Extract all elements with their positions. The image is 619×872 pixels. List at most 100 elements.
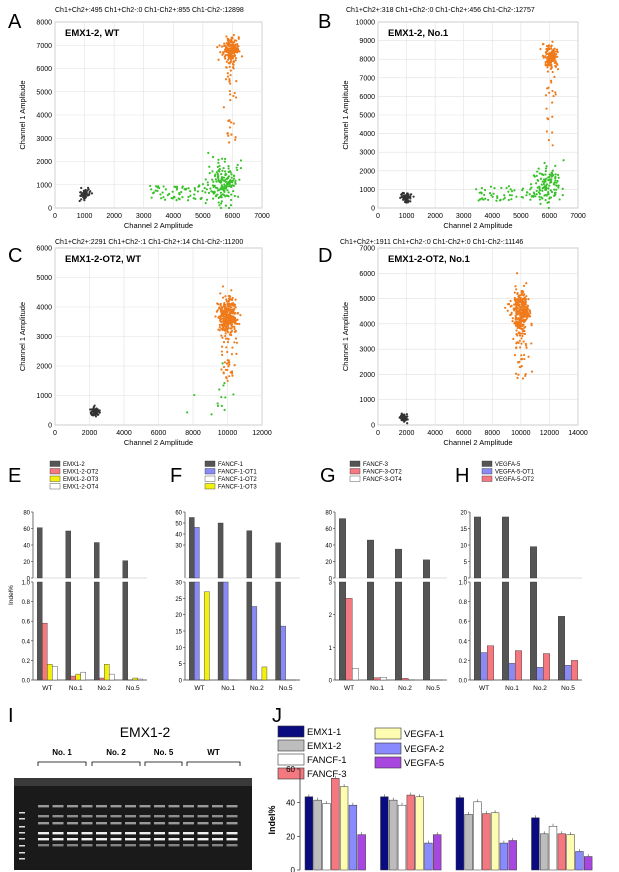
y-tick-label: 3000 (359, 150, 375, 157)
droplet-point (234, 330, 237, 333)
droplet-point (224, 396, 227, 399)
droplet-point (406, 194, 410, 197)
bar (70, 675, 76, 681)
droplet-point (220, 173, 223, 176)
gel-band (183, 832, 194, 835)
droplet-point (515, 307, 518, 310)
droplet-point (550, 178, 553, 181)
droplet-point (160, 197, 163, 200)
droplet-point (238, 178, 241, 181)
y-tick-label: 0 (179, 679, 183, 685)
droplet-point (150, 188, 153, 191)
droplet-point (158, 186, 161, 190)
x-tick-label: No.1 (370, 685, 384, 692)
droplet-point (524, 325, 527, 328)
droplet-point (231, 309, 235, 312)
droplet-point (515, 329, 518, 332)
droplet-point (515, 272, 519, 275)
droplet-point (233, 364, 236, 367)
droplet-point (549, 79, 553, 82)
droplet-point (217, 307, 221, 310)
gel-band (226, 822, 238, 825)
gel-band (197, 844, 209, 847)
plot-title: EMX1-2-OT2, WT (65, 254, 141, 265)
y-tick-label: 8000 (359, 57, 375, 64)
droplet-point (226, 189, 229, 192)
gel-band (38, 844, 49, 847)
droplet-point (163, 198, 167, 201)
droplet-point (164, 188, 167, 191)
x-axis-label: Channel 2 Amplitude (124, 221, 193, 230)
gel-band (183, 838, 194, 841)
droplet-point (226, 302, 229, 305)
droplet-count-header: Ch1+Ch2+:2291 Ch1+Ch2-:1 Ch1-Ch2+:14 Ch1… (55, 239, 243, 246)
droplet-point (553, 61, 556, 64)
droplet-point (516, 326, 519, 330)
legend-label: VEGFA-5 (495, 462, 521, 468)
droplet-point (221, 362, 224, 365)
droplet-point (553, 188, 556, 191)
gel-band (125, 832, 136, 835)
droplet-point (234, 46, 237, 50)
droplet-point (222, 176, 226, 179)
gel-band (67, 805, 78, 808)
droplet-point (221, 169, 224, 172)
droplet-point (510, 190, 514, 193)
droplet-point (520, 354, 523, 357)
droplet-point (544, 94, 548, 97)
droplet-point (220, 311, 223, 314)
droplet-point (546, 49, 549, 53)
droplet-point (236, 168, 239, 172)
droplet-point (206, 181, 209, 184)
bar (373, 677, 381, 681)
droplet-point (528, 193, 531, 196)
droplet-point (554, 179, 557, 182)
gel-band (168, 844, 180, 847)
droplet-point (210, 413, 213, 416)
y-tick-label: 0 (371, 206, 375, 213)
droplet-point (230, 306, 233, 309)
gel-band (212, 838, 223, 841)
gel-band (110, 844, 122, 847)
droplet-point (545, 177, 548, 180)
bar (566, 834, 575, 871)
gel-band (67, 844, 78, 847)
droplet-point (490, 194, 493, 197)
droplet-point (545, 107, 548, 110)
droplet-point (227, 195, 230, 198)
droplet-point (233, 327, 236, 331)
droplet-point (216, 172, 219, 176)
droplet-point (222, 341, 226, 344)
droplet-point (553, 183, 556, 186)
droplet-point (227, 191, 230, 194)
x-tick-label: 0 (53, 430, 57, 437)
droplet-point (517, 303, 521, 306)
droplet-point (220, 404, 223, 408)
droplet-point (545, 53, 548, 56)
legend-swatch (204, 475, 216, 482)
legend-swatch (277, 767, 305, 780)
droplet-point (521, 332, 525, 335)
droplet-point (511, 317, 514, 320)
droplet-point (542, 56, 545, 59)
y-tick-label: 5000 (359, 296, 375, 303)
droplet-point (227, 338, 230, 341)
bar (401, 678, 409, 681)
y-tick-label: 25 (175, 597, 182, 603)
droplet-point (220, 177, 223, 181)
ladder-band (19, 838, 25, 840)
gel-band (154, 838, 165, 841)
droplet-point (555, 184, 558, 187)
gel-band (168, 822, 180, 825)
droplet-point (216, 165, 219, 169)
gel-band (52, 832, 64, 835)
panel-letter: H (455, 465, 469, 487)
droplet-point (520, 291, 523, 294)
droplet-point (547, 138, 551, 142)
droplet-point (154, 189, 157, 192)
droplet-point (228, 313, 231, 316)
droplet-point (229, 170, 232, 173)
droplet-point (220, 307, 223, 310)
droplet-point (480, 192, 483, 195)
y-tick-label: 7000 (36, 43, 52, 50)
